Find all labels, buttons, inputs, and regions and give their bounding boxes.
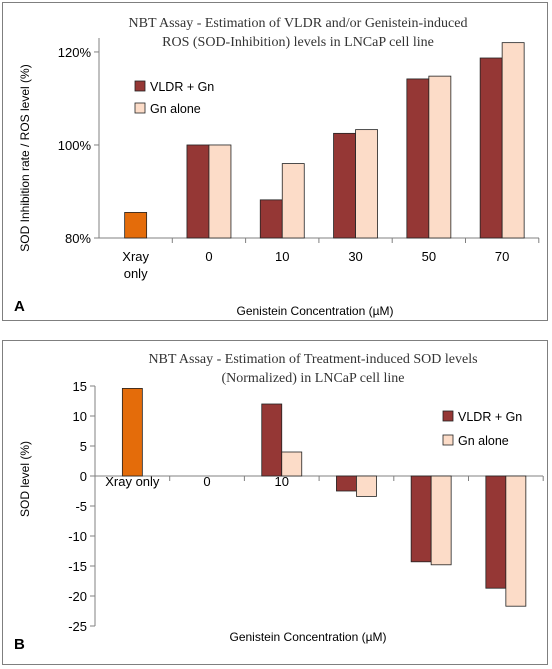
chart-a-bar-gn-cat-4 [428, 75, 452, 239]
chart-a-legend-swatch-vldr [134, 80, 146, 92]
chart-b-x-tick-label: 0 [203, 474, 210, 489]
chart-a-svg: NBT Assay - Estimation of VLDR and/or Ge… [14, 16, 540, 318]
chart-a-y-axis-label: SOD Inhibition rate / ROS level (%) [18, 64, 32, 251]
chart-b-bar-vldr-cat-5 [485, 475, 507, 589]
chart-b-legend-label-gn: Gn alone [458, 434, 509, 448]
chart-a-legend-label-gn: Gn alone [150, 102, 201, 116]
chart-a-legend-swatch-gn [134, 102, 146, 114]
chart-b-title-line-1: NBT Assay - Estimation of Treatment-indu… [148, 352, 477, 367]
chart-b-panel-letter: B [14, 636, 25, 653]
chart-b-y-tick-label: 15 [73, 379, 87, 394]
chart-b-bar-gn-cat-2 [281, 451, 303, 477]
panel-b-sod-levels-chart: NBT Assay - Estimation of Treatment-indu… [2, 340, 548, 665]
chart-b-legend-swatch-vldr [442, 410, 454, 422]
chart-b-x-axis-label: Genistein Concentration (µM) [230, 630, 387, 644]
chart-a-bar-vldr-cat-4 [406, 78, 430, 239]
chart-a-panel-letter: A [14, 298, 25, 315]
chart-a-bar-gn-cat-1 [208, 144, 232, 239]
chart-b-x-tick-label: 10 [275, 474, 289, 489]
chart-a-bar-xray-cat-0 [124, 212, 148, 239]
chart-a-x-tick-label: Xray [122, 249, 149, 264]
chart-b-y-tick-label: 5 [80, 439, 87, 454]
chart-a-x-tick-label: 10 [275, 249, 289, 264]
chart-b-y-tick-label: -10 [68, 529, 87, 544]
chart-a-bar-gn-cat-3 [355, 129, 378, 239]
chart-a-bar-gn-cat-5 [501, 42, 525, 239]
chart-a-bar-gn-cat-2 [281, 163, 305, 239]
chart-b-bar-gn-cat-3 [356, 475, 377, 497]
chart-b-bar-vldr-cat-4 [410, 475, 432, 563]
chart-a-x-axis-label: Genistein Concentration (µM) [237, 304, 394, 318]
chart-b-bar-gn-cat-4 [430, 475, 452, 566]
chart-a-x-tick-label: 50 [422, 249, 436, 264]
panel-a-ros-levels-chart: NBT Assay - Estimation of VLDR and/or Ge… [2, 2, 548, 321]
chart-b-y-tick-label: -20 [68, 589, 87, 604]
chart-a-bar-vldr-cat-1 [186, 144, 210, 239]
chart-b-y-tick-label: -25 [68, 619, 87, 634]
chart-a-x-tick-label: 30 [348, 249, 362, 264]
chart-b-svg: NBT Assay - Estimation of Treatment-indu… [14, 352, 544, 653]
chart-a-bar-vldr-cat-5 [479, 57, 503, 239]
chart-b-title-line-2: (Normalized) in LNCaP cell line [222, 371, 405, 386]
chart-b-bar-xray-cat-0 [121, 388, 143, 477]
chart-a-legend-label-vldr: VLDR + Gn [150, 80, 214, 94]
chart-a-bar-vldr-cat-2 [259, 199, 283, 239]
chart-b-bar-vldr-cat-3 [336, 475, 357, 492]
chart-b-bar-vldr-cat-2 [261, 403, 283, 477]
chart-b-y-tick-label: 0 [80, 469, 87, 484]
chart-a-x-tick-label: only [124, 266, 148, 281]
chart-a-title-line-2: ROS (SOD-Inhibition) levels in LNCaP cel… [162, 35, 434, 50]
chart-a-y-tick-label: 120% [58, 45, 92, 60]
chart-a-x-tick-label: 0 [205, 249, 212, 264]
chart-b-y-tick-label: -15 [68, 559, 87, 574]
chart-a-y-tick-label: 100% [58, 138, 92, 153]
chart-b-x-tick-label: Xray only [105, 474, 160, 489]
chart-a-title-line-1: NBT Assay - Estimation of VLDR and/or Ge… [129, 16, 468, 31]
chart-b-y-tick-label: -5 [75, 499, 87, 514]
chart-b-y-tick-label: 10 [73, 409, 87, 424]
chart-b-legend-swatch-gn [442, 434, 454, 446]
chart-a-plot-area: 80% 100% 120% Xray only 0 10 30 50 70 VLDR + Gn Gn … [58, 38, 540, 281]
chart-a-bar-vldr-cat-3 [333, 132, 356, 239]
chart-b-bar-gn-cat-5 [505, 475, 527, 607]
chart-b-legend-label-vldr: VLDR + Gn [458, 410, 522, 424]
chart-b-y-axis-label: SOD level (%) [18, 441, 32, 517]
chart-a-x-tick-label: 70 [495, 249, 509, 264]
chart-a-y-tick-label: 80% [65, 231, 91, 246]
